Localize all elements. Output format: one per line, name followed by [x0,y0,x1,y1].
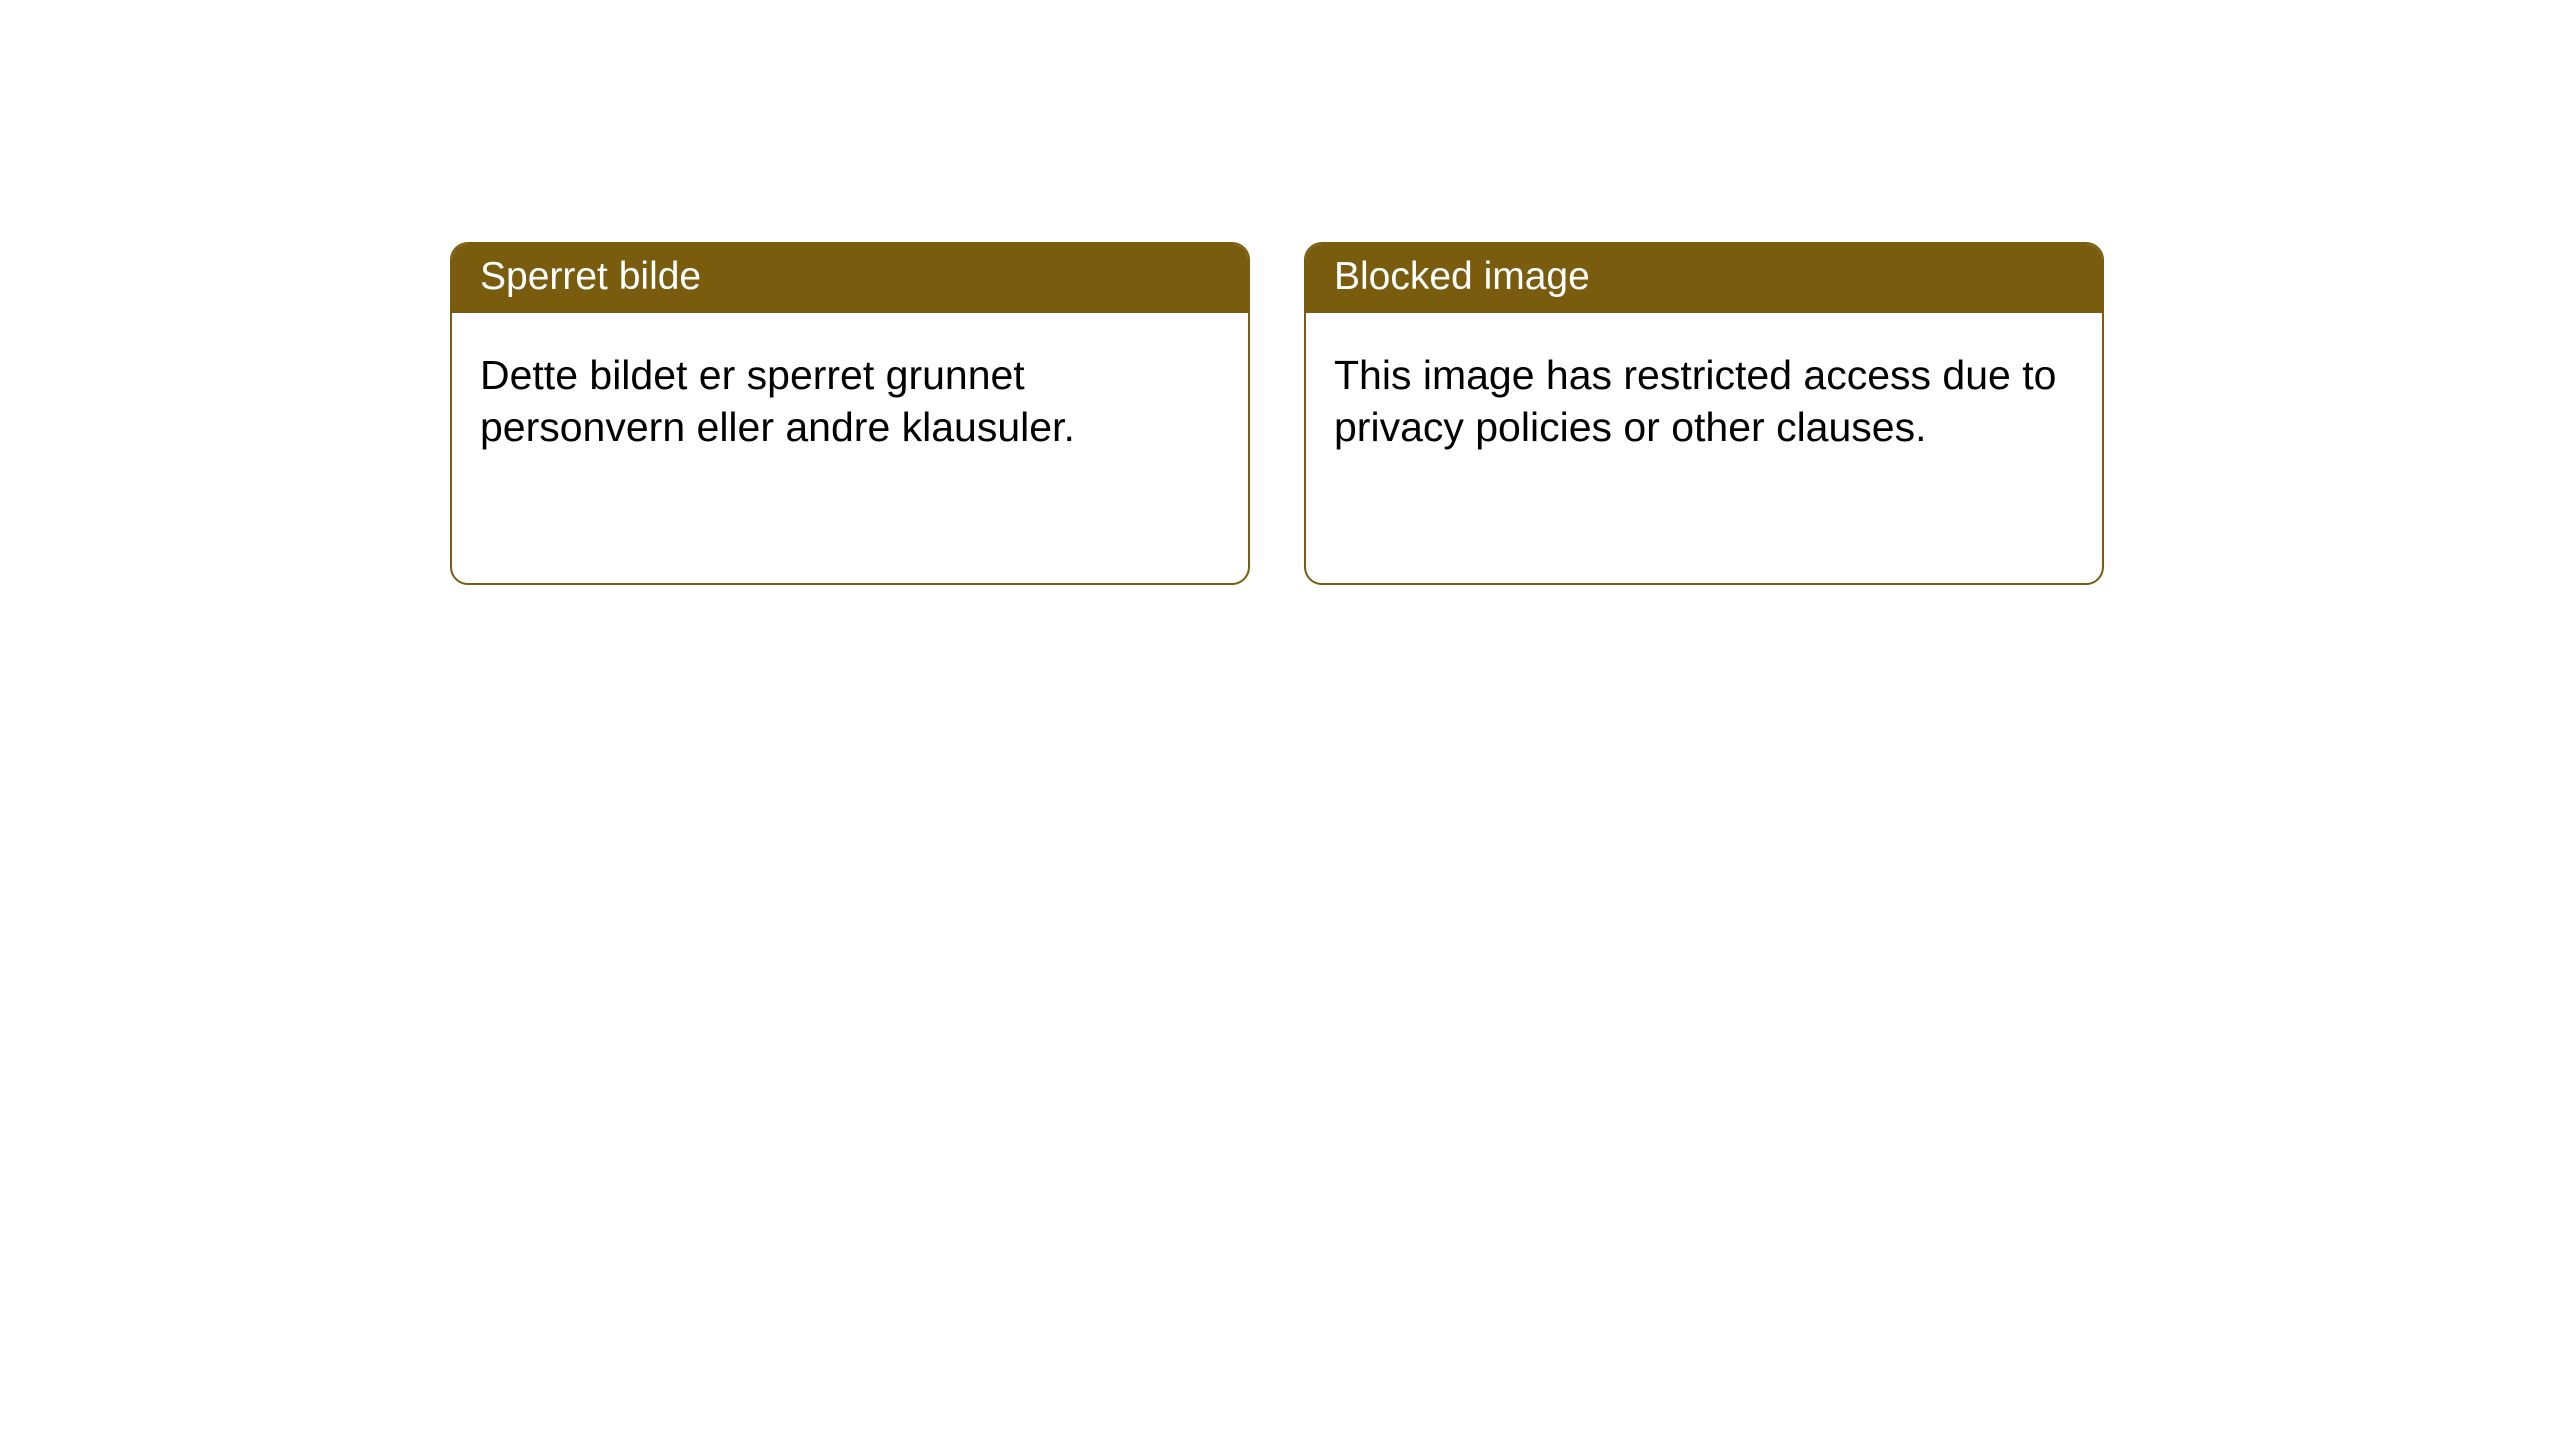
notice-card-norwegian: Sperret bilde Dette bildet er sperret gr… [450,242,1250,585]
notice-card-english: Blocked image This image has restricted … [1304,242,2104,585]
notice-title-english: Blocked image [1306,244,2102,313]
notice-body-english: This image has restricted access due to … [1306,313,2102,583]
notice-title-norwegian: Sperret bilde [452,244,1248,313]
notice-container: Sperret bilde Dette bildet er sperret gr… [450,242,2104,585]
notice-body-norwegian: Dette bildet er sperret grunnet personve… [452,313,1248,583]
